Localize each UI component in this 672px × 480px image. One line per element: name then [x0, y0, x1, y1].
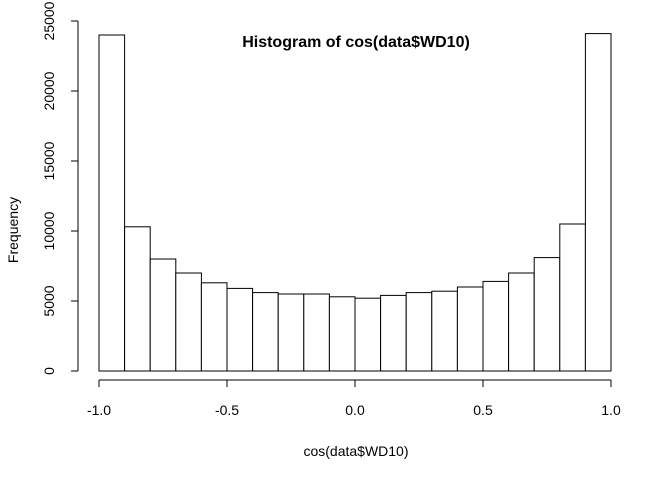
y-tick-label: 20000 [41, 71, 57, 110]
histogram-bar-15 [456, 286, 484, 372]
histogram-bar-20 [584, 33, 612, 372]
histogram-bar-1 [98, 34, 126, 372]
x-tick-label: -0.5 [215, 402, 239, 418]
y-tick-label: 10000 [41, 211, 57, 250]
histogram-bar-2 [124, 226, 151, 372]
x-tick-label: 0.0 [345, 402, 365, 418]
y-tick-label: 15000 [41, 141, 57, 180]
histogram-bar-12 [380, 294, 407, 372]
histogram-bar-8 [277, 293, 305, 372]
histogram-bar-19 [559, 223, 586, 372]
histogram-bar-6 [226, 287, 254, 372]
y-tick-label: 5000 [41, 285, 57, 316]
histogram-bar-13 [405, 292, 433, 372]
histogram-bar-3 [149, 258, 177, 372]
x-tick-label: 1.0 [601, 402, 621, 418]
y-axis-label: Frequency [5, 197, 21, 263]
histogram-bar-17 [508, 272, 535, 372]
histogram-bar-5 [200, 282, 228, 372]
histogram-bar-18 [533, 257, 561, 372]
x-ticks-group: -1.0 -0.5 0.0 0.5 1.0 [87, 380, 621, 418]
histogram-bar-16 [482, 280, 510, 372]
chart-title: Histogram of cos(data$WD10) [242, 34, 470, 51]
histogram-bar-11 [354, 297, 382, 372]
histogram-bar-4 [175, 272, 202, 372]
histogram-bar-14 [431, 290, 458, 372]
histogram-bar-7 [252, 292, 279, 372]
x-tick-label: 0.5 [473, 402, 493, 418]
x-axis-label: cos(data$WD10) [303, 443, 408, 459]
y-tick-label: 0 [41, 367, 57, 375]
y-ticks-group: 0 5000 10000 15000 20000 25000 [41, 1, 78, 375]
bars-group [98, 33, 612, 372]
histogram-bar-10 [328, 296, 356, 372]
y-tick-label: 25000 [41, 1, 57, 40]
histogram-bar-9 [303, 293, 330, 372]
x-tick-label: -1.0 [87, 402, 111, 418]
